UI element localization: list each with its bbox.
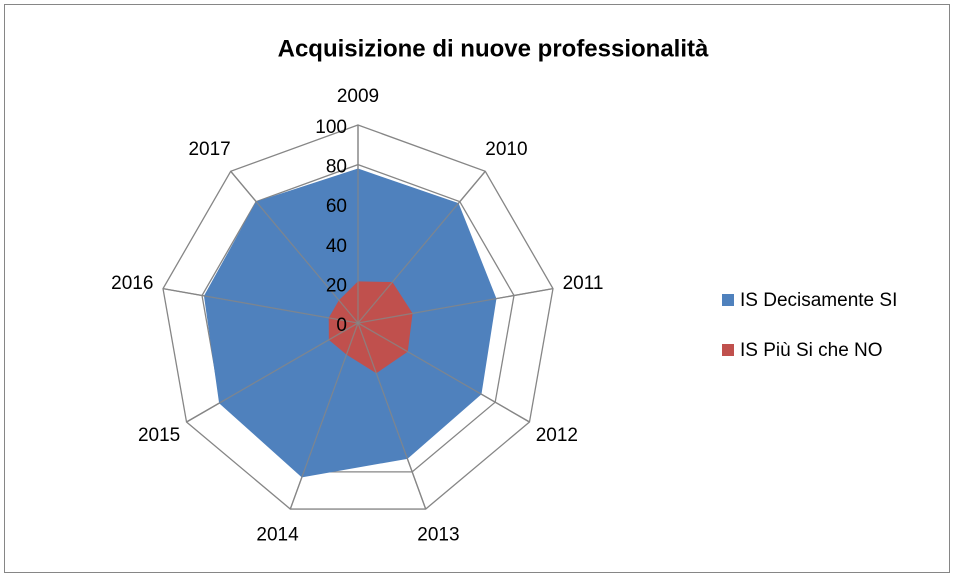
category-label: 2016: [111, 273, 153, 294]
legend-label: IS Decisamente SI: [740, 290, 897, 311]
category-label: 2015: [138, 425, 180, 446]
spoke: [230, 170, 359, 324]
axis-tick-label: 80: [326, 157, 347, 178]
category-label: 2009: [337, 86, 379, 107]
category-label: 2017: [188, 139, 230, 160]
series-area: [328, 281, 413, 374]
category-label: 2011: [563, 273, 604, 294]
legend-label: IS Più Si che NO: [740, 340, 883, 361]
spoke: [289, 322, 359, 510]
legend-swatch: [722, 344, 734, 356]
category-label: 2013: [417, 524, 459, 545]
spoke: [162, 287, 359, 324]
axis-tick-label: 40: [326, 236, 347, 257]
axis-tick-label: 60: [326, 196, 347, 217]
legend-swatch: [722, 294, 734, 306]
spoke: [357, 170, 486, 324]
spoke: [357, 322, 427, 510]
chart-title: Acquisizione di nuove professionalità: [278, 35, 709, 62]
category-label: 2014: [256, 524, 299, 545]
grid-ring: [162, 124, 554, 510]
axis-tick-label: 20: [326, 275, 347, 296]
axis-tick-label: 100: [315, 117, 347, 138]
spoke: [357, 287, 554, 324]
spoke: [357, 322, 530, 423]
axis-tick-label: 0: [336, 315, 347, 336]
category-label: 2012: [536, 425, 578, 446]
category-label: 2010: [485, 139, 527, 160]
grid-ring: [201, 163, 515, 473]
spoke: [186, 322, 359, 423]
